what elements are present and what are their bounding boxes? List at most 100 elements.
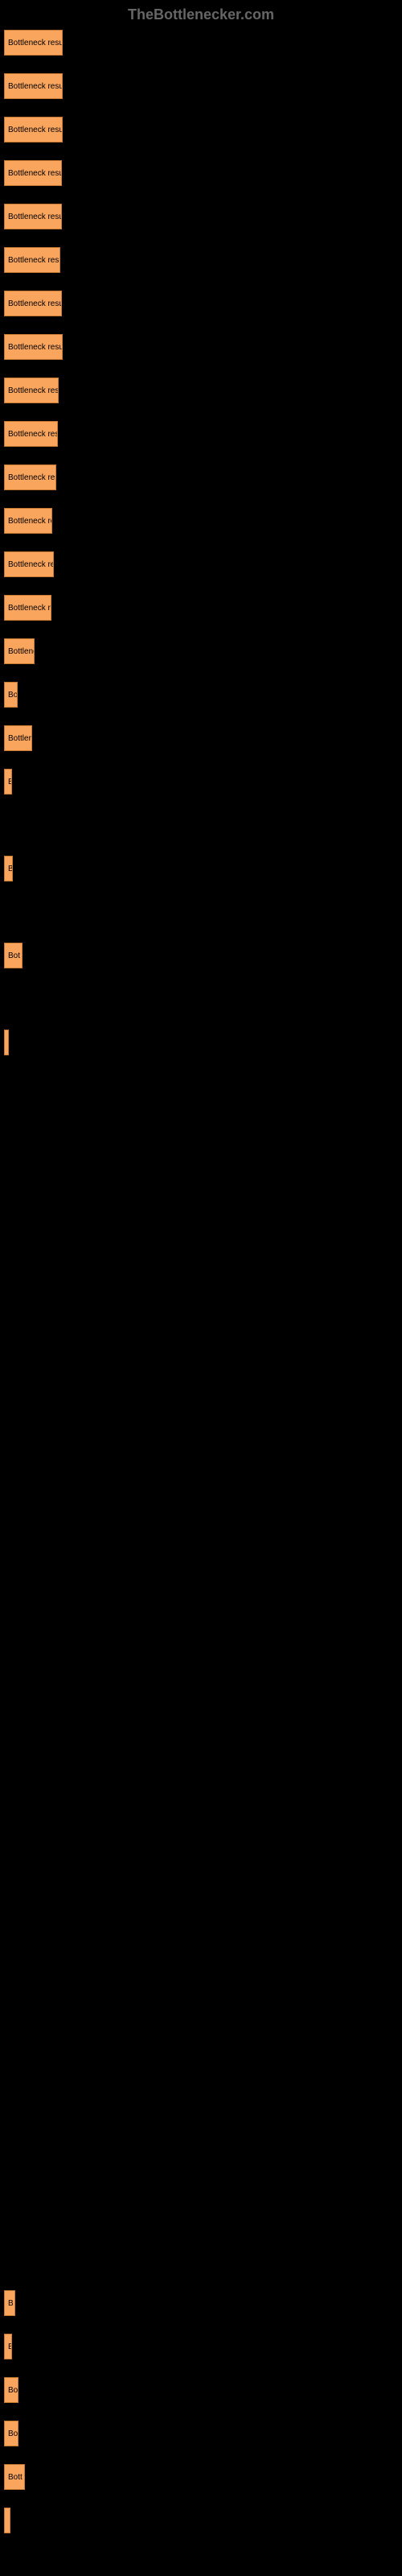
bar-row: Bottleneck re (4, 508, 398, 534)
bar[interactable]: Bo (4, 682, 18, 708)
bar-row: Bottlene (4, 638, 398, 664)
bar-row (4, 2508, 398, 2533)
bar-row: Bot (4, 943, 398, 968)
bar-row: Bottleneck re (4, 551, 398, 577)
bar-chart: Bottleneck result Bottleneck result Bottle… (0, 30, 402, 2533)
bar-label: Bo (8, 2429, 18, 2438)
bar[interactable]: Bottleneck result (4, 30, 63, 56)
bar-label: Bottleneck result (8, 126, 63, 134)
bar-row (4, 1899, 398, 1925)
bar[interactable]: Bottleneck re (4, 551, 54, 577)
bar-label: B (8, 865, 13, 873)
bar-row (4, 1725, 398, 1751)
bar-row (4, 1986, 398, 2012)
bar-row (4, 1334, 398, 1360)
bar-row (4, 2073, 398, 2099)
bar[interactable]: B (4, 769, 12, 795)
bar-row (4, 1377, 398, 1403)
bar-row (4, 1421, 398, 1447)
bar-label: Bottlene (8, 647, 35, 656)
bar-row (4, 2029, 398, 2055)
site-title: TheBottlenecker.com (128, 6, 274, 23)
bar[interactable]: B (4, 856, 13, 881)
bar-label: Bottleneck res (8, 430, 58, 439)
bar-row (4, 1551, 398, 1577)
bar[interactable]: Bottleneck res (4, 378, 59, 403)
bar-row (4, 1464, 398, 1490)
bar-row: Bott (4, 2464, 398, 2490)
bar-row: Bo (4, 682, 398, 708)
bar-row (4, 1769, 398, 1794)
bar[interactable] (4, 1030, 9, 1055)
bar-label: Bottleneck result (8, 343, 63, 352)
bar[interactable] (4, 2508, 10, 2533)
bar[interactable]: Bottleneck res (4, 421, 58, 447)
bar-row: Bottlen (4, 725, 398, 751)
bar-row: Bottleneck result (4, 160, 398, 186)
bar-row (4, 1638, 398, 1664)
bar-row (4, 1117, 398, 1142)
bar-row (4, 2203, 398, 2229)
bar-row: Bottleneck result (4, 73, 398, 99)
bar-label: Bottleneck r (8, 604, 51, 613)
bar-label: Bottleneck res (8, 386, 59, 395)
bar-row (4, 1508, 398, 1534)
bar-row (4, 2116, 398, 2142)
bar-label: B (8, 778, 12, 786)
bar[interactable]: Bottleneck result (4, 160, 62, 186)
bar[interactable]: Bottleneck re (4, 508, 52, 534)
bar-row (4, 1030, 398, 1055)
bar-row: Bo (4, 2421, 398, 2446)
bar[interactable]: B (4, 2334, 12, 2359)
bar-row: Bo (4, 2377, 398, 2403)
bar-row (4, 1942, 398, 1968)
bar[interactable]: Bott (4, 2464, 25, 2490)
site-header: TheBottlenecker.com (0, 0, 402, 30)
bar-row: Bottleneck result (4, 334, 398, 360)
bar-label: Bottleneck result (8, 39, 63, 47)
bar-row: Bottleneck result (4, 117, 398, 142)
bar-label: Bottleneck re (8, 517, 52, 526)
bar-row (4, 812, 398, 838)
bar[interactable]: Bottleneck result (4, 73, 63, 99)
bar[interactable]: Bottlen (4, 725, 32, 751)
bar-row: Bottleneck res (4, 421, 398, 447)
bar-row (4, 986, 398, 1012)
bar-row (4, 1856, 398, 1881)
bar-row: Bottleneck result (4, 291, 398, 316)
bar-row (4, 1682, 398, 1707)
bar[interactable]: B (4, 2290, 15, 2316)
bar-label: Bottlen (8, 734, 32, 743)
bar[interactable]: Bo (4, 2377, 18, 2403)
bar-row: B (4, 2290, 398, 2316)
bar-label: Bot (8, 952, 20, 960)
bar-row (4, 1073, 398, 1099)
bar-label: Bott (8, 2473, 23, 2482)
bar-row (4, 1812, 398, 1838)
bar-row: Bottleneck resu (4, 247, 398, 273)
bar-label: Bottleneck result (8, 169, 62, 178)
bar-label: Bo (8, 2386, 18, 2395)
bar[interactable]: Bottleneck result (4, 291, 62, 316)
bar-label: Bottleneck re (8, 560, 54, 569)
bar[interactable]: Bottleneck result (4, 334, 63, 360)
bar[interactable]: Bottleneck res (4, 464, 56, 490)
bar[interactable]: Bo (4, 2421, 18, 2446)
bar[interactable]: Bottleneck result (4, 204, 62, 229)
bar-label: B (8, 2343, 12, 2351)
bar[interactable]: Bottlene (4, 638, 35, 664)
bar-label: B (8, 2299, 14, 2308)
bar-row (4, 1247, 398, 1273)
bar-row (4, 899, 398, 925)
bar[interactable]: Bottleneck result (4, 117, 63, 142)
bar-row (4, 1160, 398, 1186)
bar-label: Bottleneck result (8, 299, 62, 308)
bar-row (4, 1595, 398, 1620)
bar-row: Bottleneck res (4, 378, 398, 403)
bar[interactable]: Bottleneck r (4, 595, 51, 621)
bar[interactable]: Bottleneck resu (4, 247, 60, 273)
bar-label: Bottleneck resu (8, 256, 60, 265)
bar-row: Bottleneck r (4, 595, 398, 621)
bar-label: Bottleneck result (8, 213, 62, 221)
bar[interactable]: Bot (4, 943, 23, 968)
